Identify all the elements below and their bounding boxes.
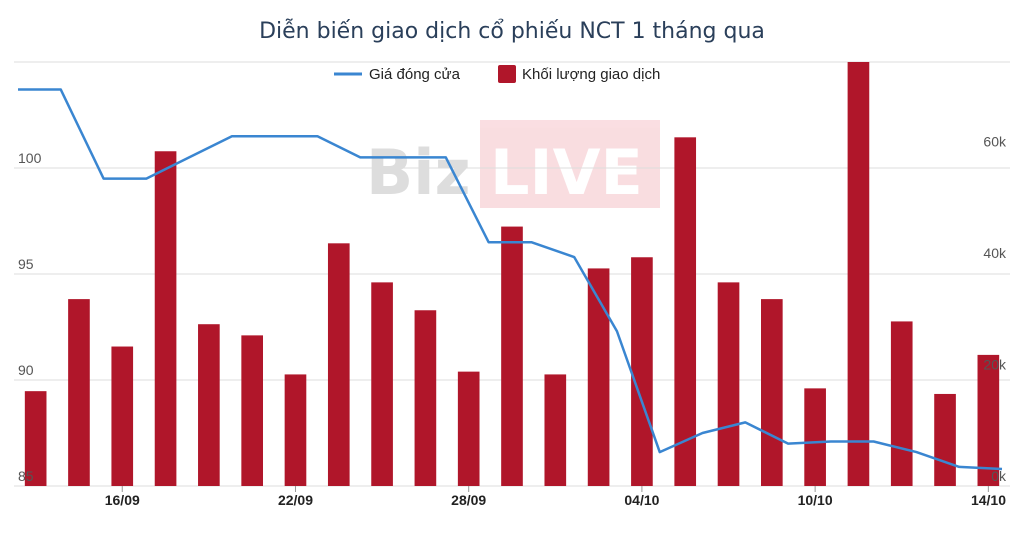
volume-bar [544,374,567,486]
legend-label-price: Giá đóng cửa [369,66,461,83]
volume-bar [111,346,134,486]
legend-label-volume: Khối lượng giao dịch [522,66,660,83]
volume-bar [327,243,350,486]
watermark-box [480,120,660,208]
volume-bar [457,371,480,486]
volume-bar [761,299,783,486]
volume-bar [24,391,47,486]
x-tick-label: 16/09 [105,492,140,508]
y-right-tick-label: 0k [991,468,1007,484]
y-left-tick-label: 95 [18,256,34,272]
y-left-tick-label: 90 [18,362,34,378]
volume-bar [587,268,610,486]
y-right-tick-label: 20k [983,356,1007,372]
y-axis-left: 85 90 95 100 [18,150,42,484]
chart-legend: Giá đóng cửa Khối lượng giao dịch [334,65,660,83]
chart-title: Diễn biến giao dịch cổ phiếu NCT 1 tháng… [259,18,765,44]
volume-bar [804,388,826,486]
volume-bar [198,324,220,486]
volume-bar [501,226,523,486]
y-left-tick-label: 100 [18,150,42,166]
watermark-text-biz: Biz [366,136,471,209]
volume-bar [934,393,956,486]
x-tick-label: 14/10 [971,492,1006,508]
x-tick-label: 04/10 [624,492,659,508]
watermark-text-live: LIVE [490,136,643,209]
price-series-line [18,88,1003,471]
volume-bar [241,335,263,486]
volume-bar [674,137,697,486]
watermark-logo: Biz LIVE [366,120,660,209]
volume-bar [284,374,307,486]
volume-bar [847,62,870,486]
legend-bar-swatch [498,65,516,83]
x-tick-label: 22/09 [278,492,313,508]
volume-bar [154,151,177,486]
volume-bar [977,354,1000,486]
y-axis-right: 0k 20k 40k 60k [983,133,1007,484]
volume-bar [631,257,653,486]
volume-bar [717,282,740,486]
y-right-tick-label: 60k [983,133,1007,149]
x-axis: 16/09 22/09 28/09 04/10 10/10 14/10 [105,486,1006,508]
x-tick-label: 10/10 [798,492,833,508]
volume-bar [371,282,393,486]
y-left-tick-label: 85 [18,468,34,484]
x-tick-label: 28/09 [451,492,486,508]
volume-bar [68,299,90,486]
price-line [18,88,1003,471]
volume-bar [414,310,437,486]
volume-bar [890,321,913,486]
y-right-tick-label: 40k [983,245,1007,261]
